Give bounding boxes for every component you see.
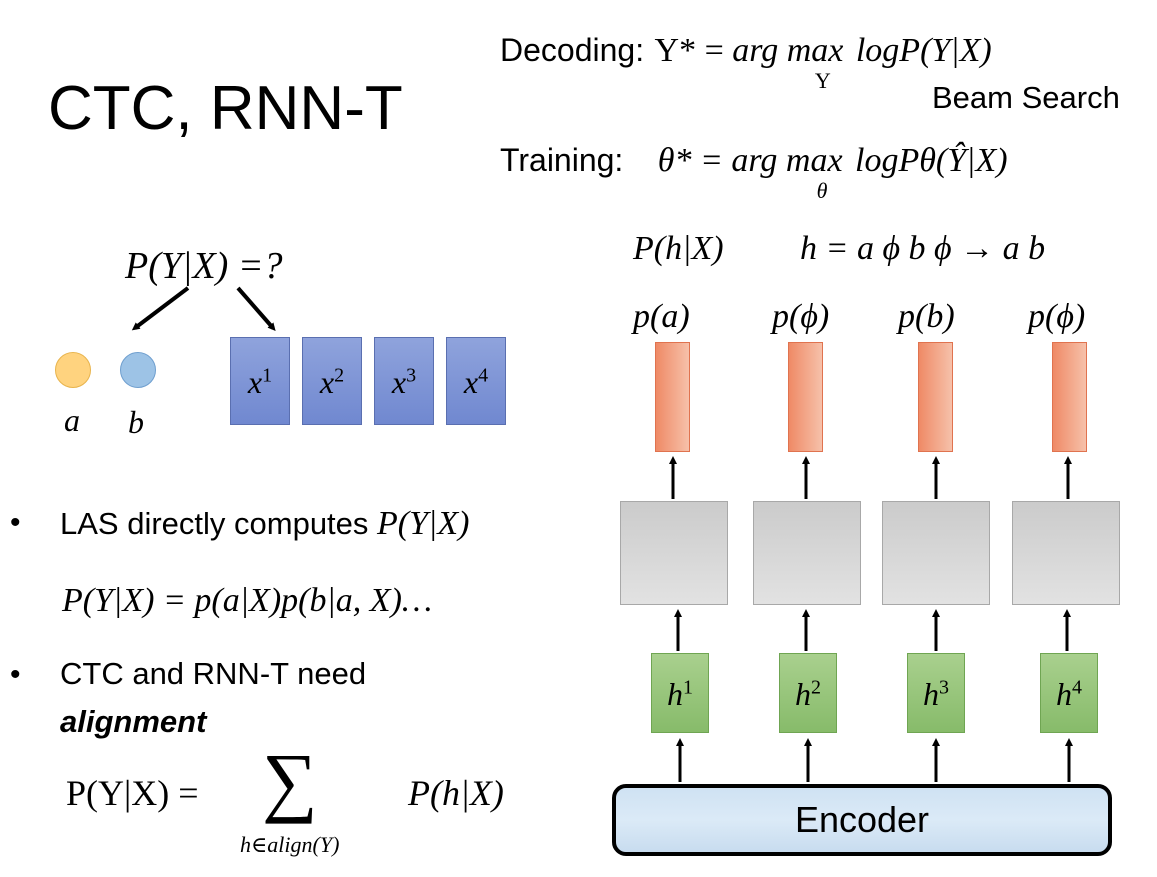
input-frame-1: x1 [230, 337, 290, 425]
input-frame-1-label: x [247, 364, 263, 400]
output-bar-4 [1052, 342, 1087, 452]
hidden-state-1: h1 [651, 653, 709, 733]
bullet-las: LAS directly computes P(Y|X) [60, 505, 469, 543]
classifier-box-3 [882, 501, 990, 605]
token-a-circle [55, 352, 91, 388]
decoding-argmax-word: arg max [732, 32, 844, 69]
input-frame-3-sup: 3 [406, 364, 417, 387]
beam-search-note: Beam Search [932, 80, 1120, 115]
decoding-argmax-sub: Y [814, 68, 831, 93]
encoder-block: Encoder [612, 784, 1112, 856]
arrow-question-to-frames [236, 286, 276, 332]
hidden-state-1-sup: 1 [683, 676, 693, 699]
bullet-ctc-text: CTC and RNN-T need [60, 656, 367, 691]
input-frame-4: x4 [446, 337, 506, 425]
output-prob-2: p(ϕ) [772, 298, 830, 335]
classifier-box-4 [1012, 501, 1120, 605]
input-frame-4-label: x [463, 364, 479, 400]
input-frame-2-label: x [319, 364, 335, 400]
hidden-state-3-sup: 3 [939, 676, 949, 699]
input-frame-3-label: x [391, 364, 407, 400]
decoding-rhs: logP(Y|X) [855, 32, 992, 69]
token-b-label: b [128, 404, 144, 440]
training-argmax-word: arg max [731, 142, 843, 179]
hidden-state-2: h2 [779, 653, 837, 733]
output-prob-1: p(a) [633, 298, 690, 335]
classifier-box-2 [753, 501, 861, 605]
output-bar-1 [655, 342, 690, 452]
decoding-lhs: Y* = [654, 32, 733, 69]
hidden-state-2-sup: 2 [811, 676, 821, 699]
output-bar-2 [788, 342, 823, 452]
hidden-state-3: h3 [907, 653, 965, 733]
hidden-state-4: h4 [1040, 653, 1098, 733]
question-equation: P(Y|X) =? [125, 245, 283, 287]
sum-subscript: h∈align(Y) [240, 832, 340, 857]
las-equation: P(Y|X) = p(a|X)p(b|a, X)… [62, 582, 433, 619]
sum-equation-rhs: P(h|X) [408, 773, 504, 813]
input-frame-2-sup: 2 [334, 364, 345, 387]
training-label: Training: [500, 142, 624, 178]
token-b-circle [120, 352, 156, 388]
output-prob-4: p(ϕ) [1028, 298, 1086, 335]
h-mapping: h = a ϕ b ϕ → a b [800, 230, 1046, 267]
hidden-state-3-label: h [923, 676, 939, 712]
output-bar-3 [918, 342, 953, 452]
sum-equation-lhs: P(Y|X) = [66, 773, 199, 813]
training-argmax: arg max θ [731, 142, 843, 202]
encoder-label: Encoder [794, 799, 930, 840]
hidden-state-4-label: h [1056, 676, 1072, 712]
training-rhs: logPθ(Ŷ|X) [855, 142, 1008, 179]
hidden-state-4-sup: 4 [1072, 676, 1082, 699]
input-frame-2: x2 [302, 337, 362, 425]
ph-header: P(h|X) [633, 230, 724, 267]
slide-title: CTC, RNN-T [48, 74, 403, 143]
classifier-box-1 [620, 501, 728, 605]
bullet-dot-2: • [10, 658, 21, 691]
bullet-las-math: P(Y|X) [377, 505, 470, 542]
token-a-label: a [64, 402, 80, 438]
bullet-ctc-bold: alignment [60, 704, 207, 739]
decoding-argmax: arg max Y [732, 32, 844, 92]
decoding-label: Decoding: [500, 32, 645, 68]
training-argmax-sub: θ [816, 178, 828, 203]
arrow-question-to-tokens [131, 286, 190, 331]
bullet-dot-1: • [10, 506, 21, 539]
input-frame-3: x3 [374, 337, 434, 425]
decoding-equation: Decoding: Y* = arg max Y logP(Y|X) [500, 32, 992, 92]
bullet-las-text: LAS directly computes [60, 506, 378, 541]
training-equation: Training: θ* = arg max θ logPθ(Ŷ|X) [500, 142, 1008, 202]
output-prob-3: p(b) [898, 298, 955, 335]
training-lhs: θ* = [657, 142, 732, 179]
input-frame-4-sup: 4 [478, 364, 489, 387]
hidden-state-2-label: h [795, 676, 811, 712]
input-frame-1-sup: 1 [262, 364, 273, 387]
sum-sigma: ∑ [262, 737, 318, 824]
hidden-state-1-label: h [667, 676, 683, 712]
